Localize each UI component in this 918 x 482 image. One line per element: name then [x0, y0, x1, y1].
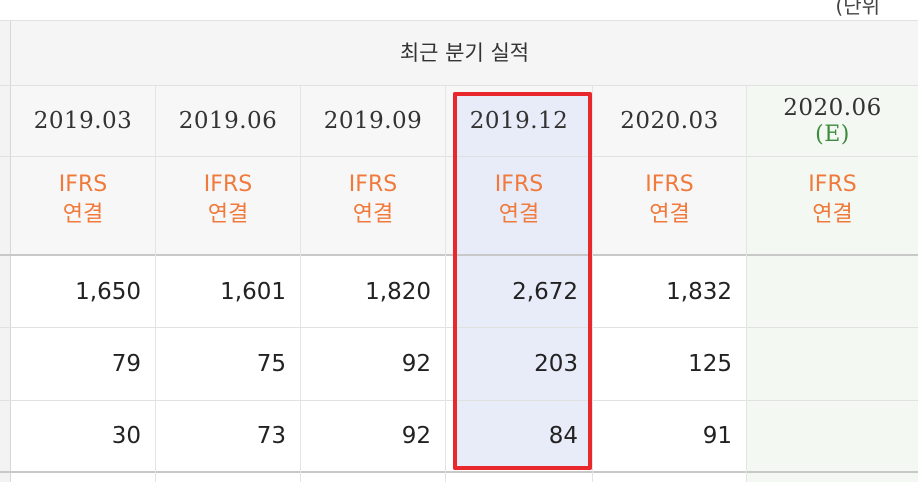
table-bottom-divider — [0, 471, 918, 473]
consolidation-type: 연결 — [207, 202, 249, 227]
row-divider — [0, 20, 918, 21]
accounting-basis: IFRS 연결 — [156, 170, 300, 240]
accounting-standard: IFRS — [808, 172, 857, 197]
column-divider — [445, 86, 446, 482]
column-divider — [746, 86, 747, 482]
group-title: 최근 분기 실적 — [399, 41, 530, 65]
period-header: 2019.12 — [469, 108, 569, 134]
data-cell: 92 — [401, 423, 431, 449]
group-header-band — [11, 21, 918, 85]
data-cell: 1,650 — [75, 279, 141, 305]
row-divider — [0, 85, 918, 86]
data-cell: 79 — [111, 351, 141, 377]
data-cell: 92 — [401, 351, 431, 377]
data-cell: 203 — [534, 351, 578, 377]
accounting-basis: IFRS 연결 — [747, 170, 918, 240]
consolidation-type: 연결 — [62, 202, 104, 227]
highlight-box — [453, 92, 592, 470]
data-cell: 2,672 — [512, 279, 578, 305]
period-header-estimate: 2020.06 (E) — [747, 86, 918, 156]
consolidation-type: 연결 — [498, 202, 540, 227]
column-divider — [155, 86, 156, 482]
accounting-basis: IFRS 연결 — [446, 170, 592, 240]
data-cell: 1,601 — [220, 279, 286, 305]
quarterly-results-table: 최근 분기 실적 2019.03 2019.06 2019.09 2019.12… — [0, 20, 918, 482]
estimate-marker: (E) — [815, 122, 850, 147]
data-cell: 1,832 — [666, 279, 732, 305]
data-cell: 1,820 — [365, 279, 431, 305]
column-divider — [300, 86, 301, 482]
row-divider — [0, 327, 918, 328]
header-bottom-divider — [0, 254, 918, 256]
accounting-standard: IFRS — [645, 172, 694, 197]
row-divider — [0, 156, 918, 157]
period-header: 2019.09 — [323, 108, 423, 134]
accounting-standard: IFRS — [58, 172, 108, 197]
left-column-edge — [0, 20, 11, 482]
period-header: 2020.03 — [620, 108, 719, 134]
data-cell: 75 — [256, 351, 286, 377]
data-cell — [747, 401, 918, 471]
top-right-fragment: (단위 — [835, 0, 880, 18]
data-cell — [747, 257, 918, 327]
data-cell: 30 — [111, 423, 141, 449]
estimate-column-band — [747, 86, 918, 482]
period-label: 2020.06 — [783, 95, 882, 121]
accounting-basis: IFRS 연결 — [593, 170, 746, 240]
accounting-standard: IFRS — [348, 172, 398, 197]
accounting-standard: IFRS — [203, 172, 253, 197]
consolidation-type: 연결 — [812, 202, 853, 227]
consolidation-type: 연결 — [352, 202, 394, 227]
accounting-basis: IFRS 연결 — [11, 170, 155, 240]
accounting-standard: IFRS — [494, 172, 544, 197]
accounting-basis: IFRS 연결 — [301, 170, 445, 240]
consolidation-type: 연결 — [649, 202, 690, 227]
period-header: 2019.06 — [178, 108, 278, 134]
data-cell: 125 — [688, 351, 732, 377]
data-cell: 73 — [256, 423, 286, 449]
data-cell — [747, 329, 918, 399]
data-cell: 91 — [702, 423, 732, 449]
row-divider — [0, 400, 918, 401]
column-divider — [592, 86, 593, 482]
data-cell: 84 — [548, 423, 578, 449]
period-header: 2019.03 — [33, 108, 133, 134]
